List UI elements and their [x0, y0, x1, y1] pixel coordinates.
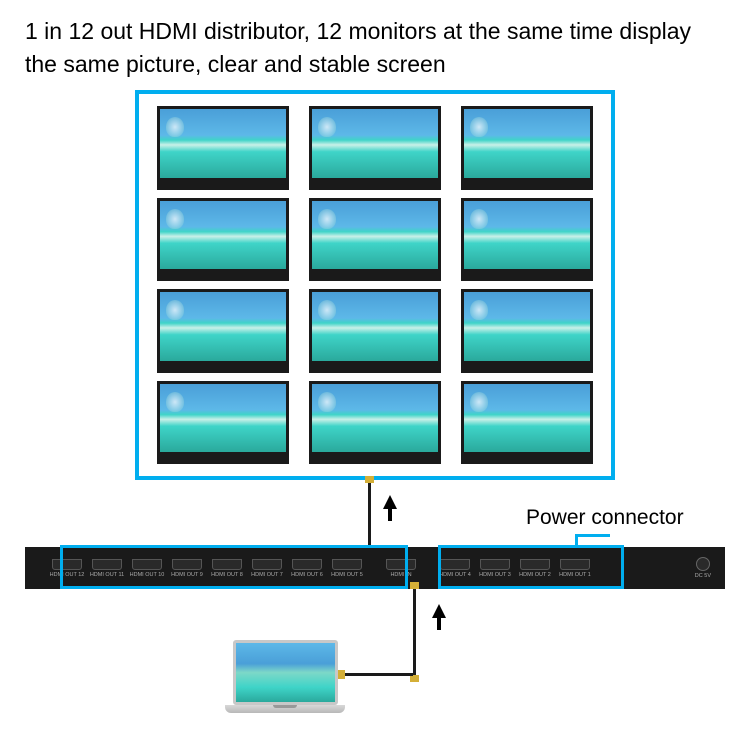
power-connector-label: Power connector: [526, 506, 684, 530]
monitor: [461, 198, 593, 282]
monitor: [157, 289, 289, 373]
highlight-ports-right: [438, 545, 624, 589]
cable-horizontal: [345, 673, 413, 676]
power-slot-icon: [696, 557, 710, 571]
monitor: [461, 381, 593, 465]
monitor: [461, 106, 593, 190]
monitor-grid: [135, 90, 615, 480]
monitor: [157, 106, 289, 190]
highlight-ports-left: [60, 545, 408, 589]
arrow-up-icon: [383, 495, 397, 509]
laptop: [225, 640, 345, 713]
laptop-base: [225, 705, 345, 713]
arrow-up-icon: [432, 604, 446, 618]
cable-device-to-monitors: [368, 483, 371, 546]
monitor: [461, 289, 593, 373]
cable-laptop-to-device: [413, 589, 416, 675]
monitor: [309, 106, 441, 190]
monitor: [309, 289, 441, 373]
power-port: DC 5V: [695, 557, 711, 579]
power-label: DC 5V: [695, 573, 711, 579]
laptop-screen: [233, 640, 338, 705]
header-text: 1 in 12 out HDMI distributor, 12 monitor…: [25, 15, 725, 82]
monitor: [309, 381, 441, 465]
monitor: [157, 198, 289, 282]
monitor: [309, 198, 441, 282]
monitor: [157, 381, 289, 465]
